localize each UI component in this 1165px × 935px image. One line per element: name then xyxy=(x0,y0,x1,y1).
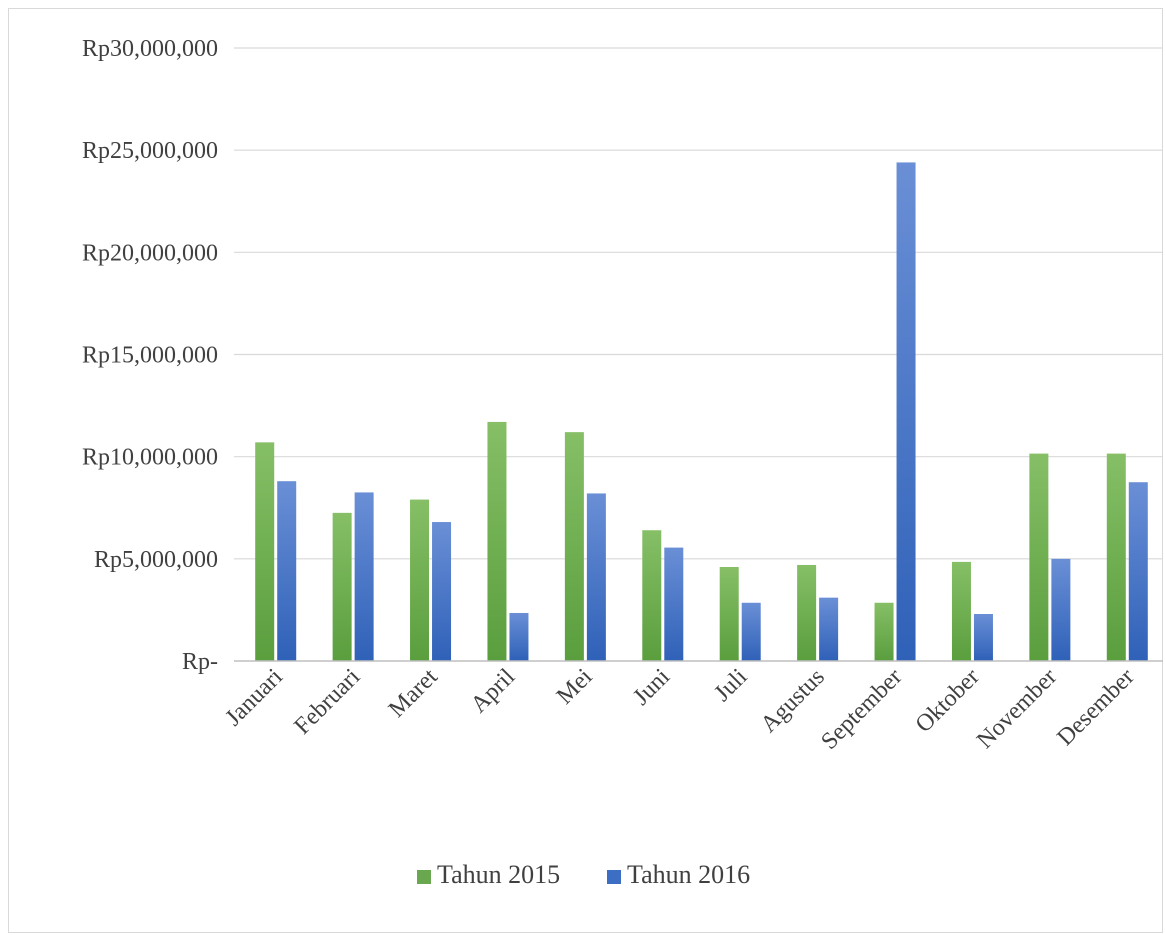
x-tick-label: Juli xyxy=(710,664,753,707)
bar-tahun-2016-november xyxy=(1051,558,1071,661)
bar-tahun-2015-maret xyxy=(410,499,430,661)
x-tick-label: Maret xyxy=(384,664,443,723)
bar-tahun-2015-september xyxy=(874,602,894,661)
bar-tahun-2016-februari xyxy=(354,492,374,661)
bar-tahun-2015-april xyxy=(487,421,507,661)
bar-tahun-2016-juni xyxy=(664,547,684,661)
y-tick-label: Rp10,000,000 xyxy=(82,445,218,471)
bar-tahun-2015-oktober xyxy=(951,561,971,661)
x-tick-label: Desember xyxy=(1052,664,1139,751)
y-tick-label: Rp- xyxy=(182,649,218,675)
legend-label: Tahun 2015 xyxy=(437,860,560,889)
bar-tahun-2015-juni xyxy=(642,530,662,661)
legend: Tahun 2015 Tahun 2016 xyxy=(417,860,750,889)
bar-tahun-2015-agustus xyxy=(797,564,817,661)
y-tick-label: Rp5,000,000 xyxy=(94,547,218,573)
bar-tahun-2016-maret xyxy=(432,522,452,661)
bar-tahun-2016-mei xyxy=(586,493,606,661)
x-tick-label: Februari xyxy=(289,664,365,740)
chart-frame xyxy=(8,8,1163,933)
bar-tahun-2015-mei xyxy=(564,432,584,661)
x-tick-label: April xyxy=(466,664,520,718)
y-tick-label: Rp25,000,000 xyxy=(82,138,218,164)
legend-label: Tahun 2016 xyxy=(627,860,750,889)
bar-tahun-2016-juli xyxy=(741,602,761,661)
x-tick-label: Januari xyxy=(221,664,289,732)
y-axis: Rp- Rp5,000,000 Rp10,000,000 Rp15,000,000 Rp… xyxy=(82,36,218,675)
bar-tahun-2016-agustus xyxy=(819,597,839,661)
x-axis-labels: Januari Februari Maret April Mei Juni Juli Agus… xyxy=(221,664,1140,755)
bar-tahun-2015-november xyxy=(1029,453,1049,661)
bar-tahun-2015-februari xyxy=(332,512,352,661)
x-tick-label: Juni xyxy=(628,664,675,711)
gridlines xyxy=(234,47,1163,560)
bar-tahun-2015-juli xyxy=(719,567,739,661)
x-tick-label: Agustus xyxy=(756,664,830,738)
bar-tahun-2016-januari xyxy=(277,481,297,661)
x-tick-label: September xyxy=(816,664,907,755)
bar-tahun-2016-desember xyxy=(1128,482,1148,661)
bar-tahun-2016-september xyxy=(896,162,916,661)
y-tick-label: Rp20,000,000 xyxy=(82,240,218,266)
y-tick-label: Rp30,000,000 xyxy=(82,36,218,62)
bars xyxy=(255,162,1148,661)
legend-swatch xyxy=(417,870,431,884)
legend-swatch xyxy=(607,870,621,884)
x-tick-label: Mei xyxy=(552,664,598,710)
y-tick-label: Rp15,000,000 xyxy=(82,343,218,369)
x-tick-label: Oktober xyxy=(911,664,985,738)
x-tick-label: November xyxy=(972,664,1062,754)
bar-tahun-2015-desember xyxy=(1106,453,1126,661)
bar-tahun-2015-januari xyxy=(255,442,275,661)
bar-tahun-2016-april xyxy=(509,612,529,661)
bar-tahun-2016-oktober xyxy=(973,614,993,661)
